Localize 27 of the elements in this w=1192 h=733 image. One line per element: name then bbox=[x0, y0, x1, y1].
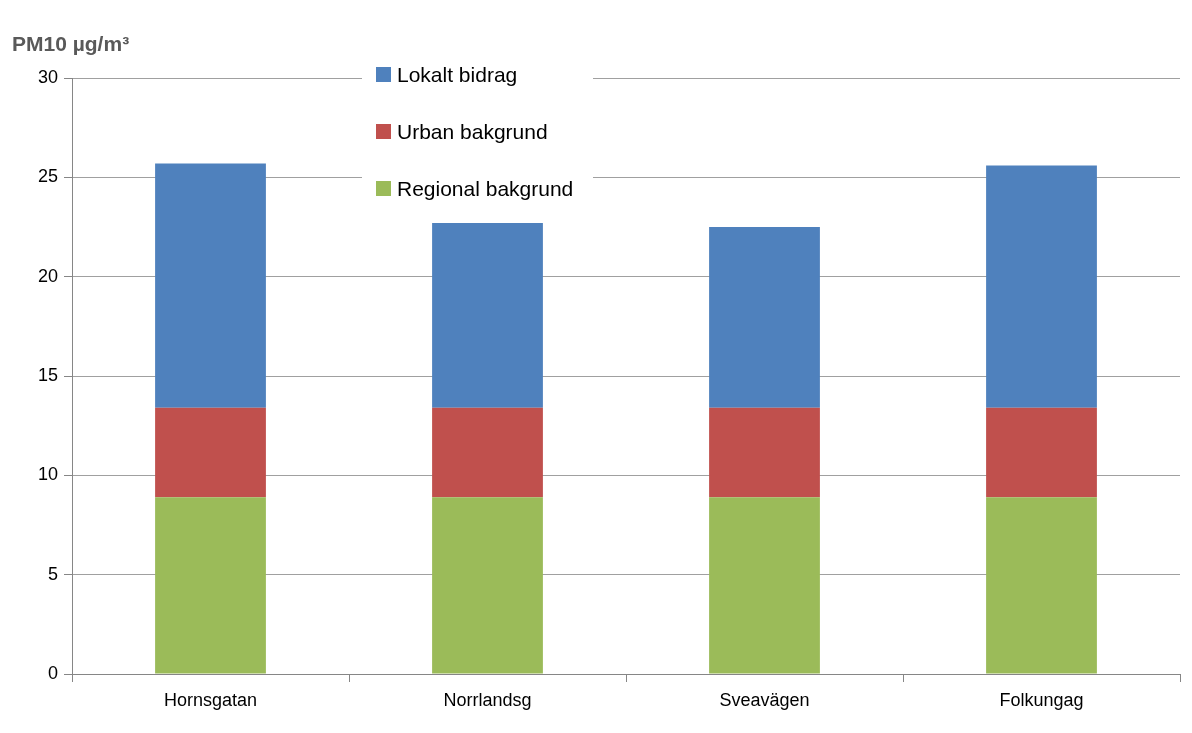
bar bbox=[986, 497, 1097, 674]
y-tick-label: 30 bbox=[37, 66, 58, 87]
legend-label: Urban bakgrund bbox=[397, 119, 548, 144]
bar bbox=[155, 497, 266, 674]
bar bbox=[155, 407, 266, 498]
bar bbox=[432, 497, 543, 674]
y-tick-label: 10 bbox=[37, 464, 58, 485]
y-axis-title: PM10 µg/m³ bbox=[12, 32, 130, 56]
bar bbox=[709, 227, 820, 408]
y-tick-label: 0 bbox=[47, 662, 58, 683]
x-tick-label: Hornsgatan bbox=[163, 689, 258, 710]
bar bbox=[709, 497, 820, 674]
bar bbox=[986, 407, 1097, 498]
y-tick-label: 15 bbox=[37, 364, 58, 385]
bar bbox=[709, 407, 820, 498]
bar bbox=[432, 223, 543, 408]
bar bbox=[986, 165, 1097, 408]
bar bbox=[155, 163, 266, 408]
y-tick-label: 5 bbox=[47, 563, 58, 584]
y-tick-label: 20 bbox=[37, 265, 58, 286]
legend-label: Regional bakgrund bbox=[397, 176, 574, 201]
legend-label: Lokalt bidrag bbox=[397, 62, 518, 87]
y-tick-label: 25 bbox=[37, 166, 58, 187]
x-tick-label: Folkungag bbox=[999, 689, 1084, 710]
x-tick-label: Norrlandsg bbox=[443, 689, 532, 710]
bar bbox=[432, 407, 543, 498]
x-tick-label: Sveavägen bbox=[719, 689, 810, 710]
